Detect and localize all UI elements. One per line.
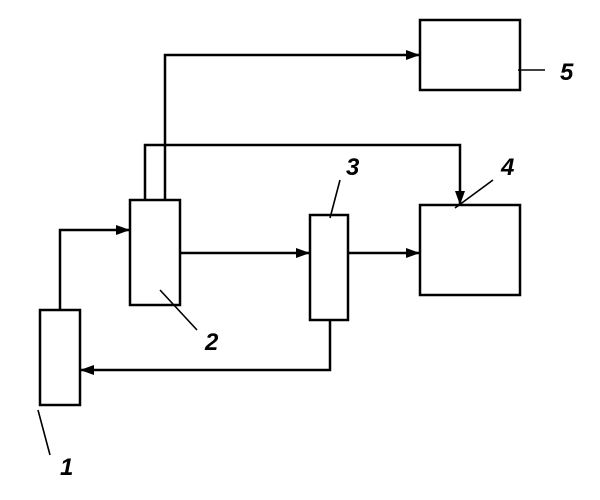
arrow-head-icon [406, 248, 420, 258]
node-n2 [130, 200, 180, 305]
connector [145, 145, 460, 205]
arrow-head-icon [406, 50, 420, 60]
arrow-head-icon [296, 248, 310, 258]
label-l4: 4 [500, 154, 514, 181]
arrow-head-icon [80, 365, 94, 375]
label-l5: 5 [560, 59, 574, 86]
node-n3 [310, 215, 348, 320]
label-l2: 2 [204, 329, 219, 356]
label-leader-l1 [38, 410, 50, 455]
node-n4 [420, 205, 520, 295]
arrow-head-icon [455, 191, 465, 205]
node-n5 [420, 20, 520, 90]
arrow-head-icon [116, 225, 130, 235]
connector [165, 55, 420, 200]
connector [60, 230, 130, 310]
label-l3: 3 [346, 154, 360, 181]
label-leader-l3 [330, 180, 340, 218]
label-l1: 1 [60, 454, 73, 481]
label-leader-l2 [160, 290, 197, 330]
node-n1 [40, 310, 80, 405]
